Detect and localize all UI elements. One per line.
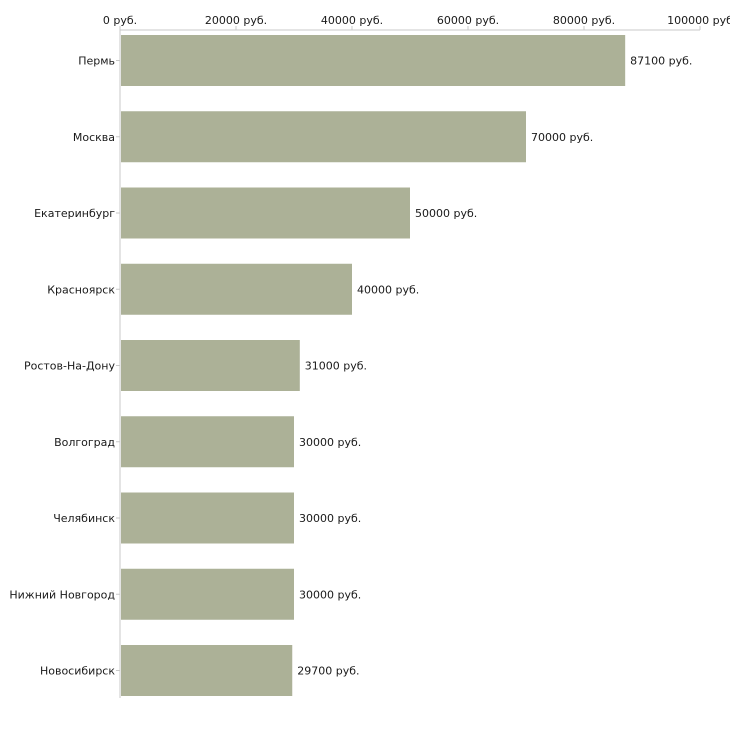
- bar: [121, 492, 294, 544]
- bar: [121, 568, 294, 620]
- bar: [121, 187, 410, 239]
- data-label: 30000 руб.: [299, 512, 361, 525]
- labels: Пермь 87100 руб. Москва 70000 руб. Екатеринб…: [9, 55, 692, 678]
- category-label: Москва: [73, 131, 115, 144]
- category-label: Ростов-На-Дону: [24, 360, 115, 373]
- data-label: 87100 руб.: [630, 55, 692, 68]
- bar: [121, 340, 300, 391]
- category-label: Волгоград: [54, 436, 115, 449]
- data-label: 50000 руб.: [415, 207, 477, 220]
- x-tick-label: 100000 руб: [667, 14, 730, 27]
- bar: [121, 416, 294, 468]
- data-label: 40000 руб.: [357, 283, 419, 296]
- category-label: Красноярск: [47, 283, 115, 296]
- bar: [121, 645, 293, 696]
- bar: [121, 111, 526, 163]
- data-label: 29700 руб.: [297, 665, 359, 678]
- bar: [121, 35, 626, 86]
- category-label: Новосибирск: [40, 665, 115, 678]
- x-tick-label: 0 руб.: [103, 14, 137, 27]
- category-label: Екатеринбург: [34, 207, 115, 220]
- category-label: Челябинск: [53, 512, 115, 525]
- data-label: 31000 руб.: [305, 360, 367, 373]
- data-label: 30000 руб.: [299, 436, 361, 449]
- x-tick-label: 80000 руб.: [553, 14, 615, 27]
- data-label: 70000 руб.: [531, 131, 593, 144]
- x-tick-label: 20000 руб.: [205, 14, 267, 27]
- data-label: 30000 руб.: [299, 588, 361, 601]
- category-label: Пермь: [78, 55, 115, 68]
- bar: [121, 263, 352, 315]
- bars: [121, 35, 626, 696]
- x-tick-label: 40000 руб.: [321, 14, 383, 27]
- x-tick-label: 60000 руб.: [437, 14, 499, 27]
- x-axis: 0 руб. 20000 руб. 40000 руб. 60000 руб. 8000…: [103, 14, 730, 698]
- category-label: Нижний Новгород: [9, 588, 115, 601]
